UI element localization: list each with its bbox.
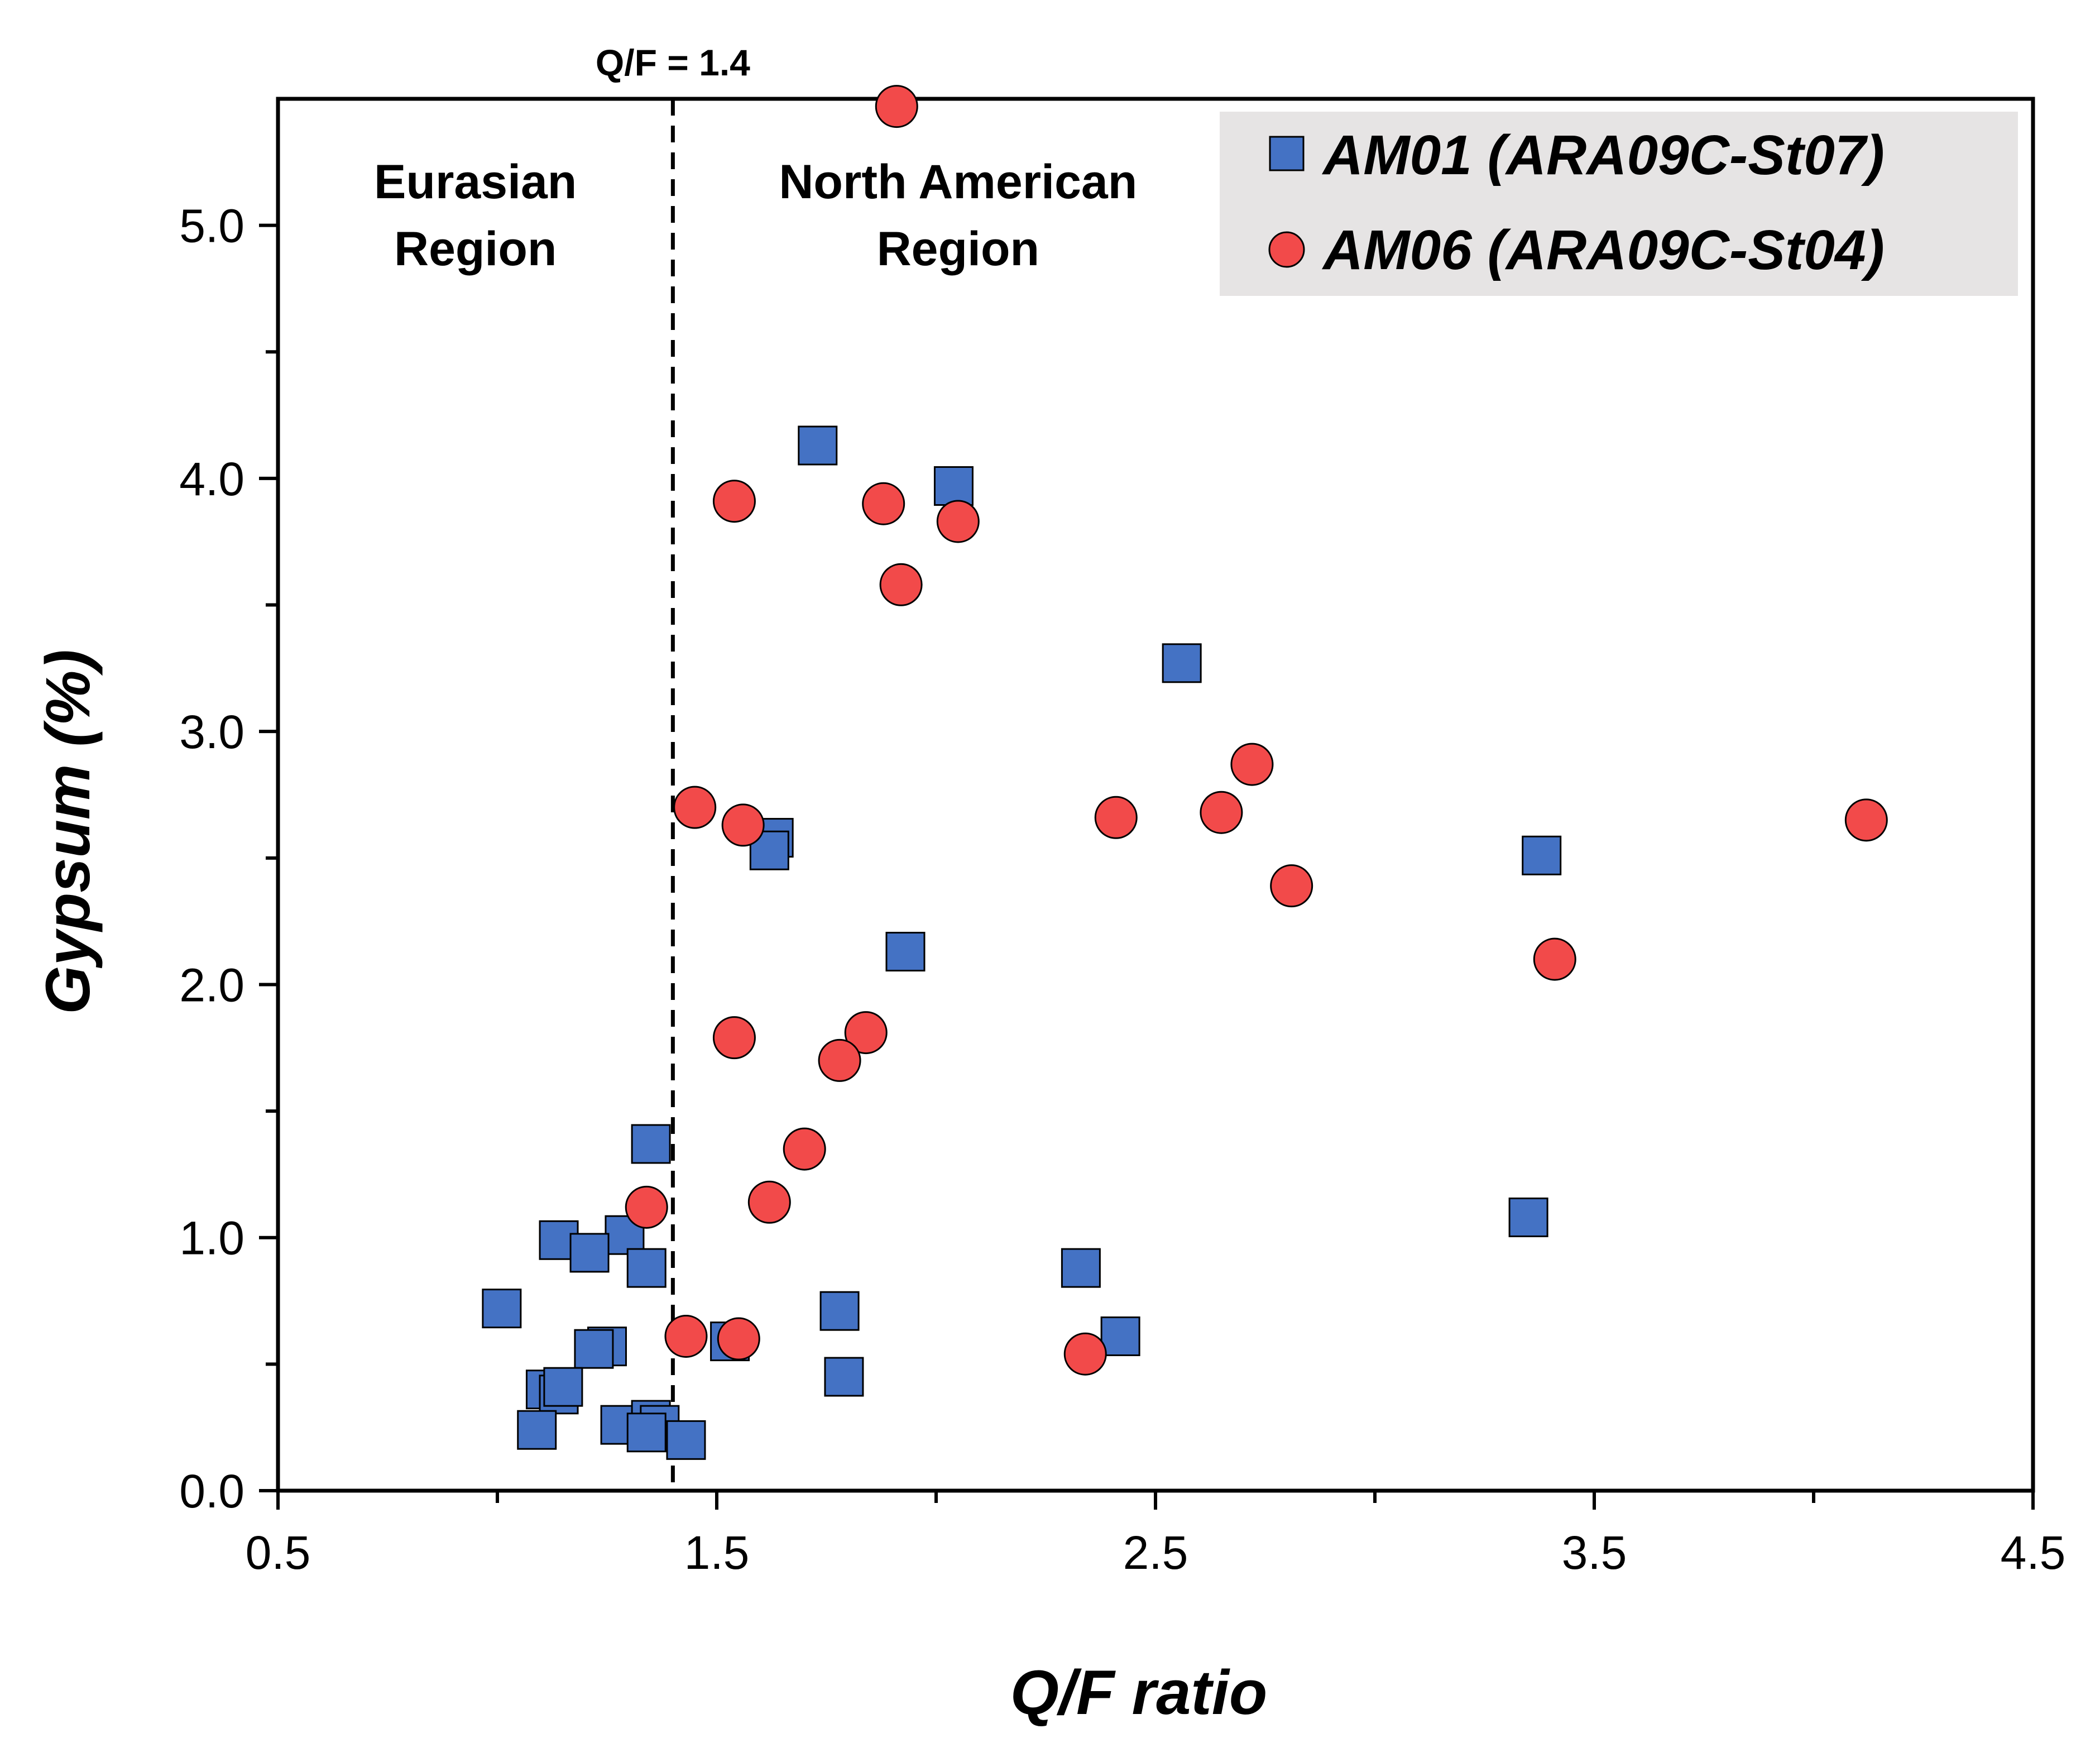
- data-point-circle: [1533, 937, 1576, 981]
- data-point-circle: [862, 482, 905, 525]
- x-axis-title: Q/F ratio: [1010, 1658, 1267, 1727]
- data-point-square: [1508, 1197, 1548, 1237]
- data-point-square: [1061, 1248, 1101, 1288]
- data-point-square: [574, 1329, 614, 1369]
- data-point-circle: [1270, 864, 1313, 908]
- data-point-circle: [625, 1185, 668, 1229]
- data-point-circle: [721, 803, 765, 847]
- data-point-circle: [1094, 796, 1138, 839]
- data-point-square: [798, 425, 838, 466]
- region-label-line2: Region: [394, 222, 557, 276]
- y-tick-label: 3.0: [179, 706, 244, 758]
- region-labels: Eurasian Region North American Region: [374, 155, 1137, 276]
- data-point-square: [1100, 1316, 1140, 1357]
- data-point-circle: [875, 85, 918, 128]
- data-point-circle: [712, 480, 756, 523]
- data-point-circle: [747, 1180, 791, 1224]
- data-point-square: [626, 1413, 667, 1453]
- data-point-circle: [783, 1127, 826, 1171]
- data-point-square: [631, 1124, 671, 1164]
- legend-square-marker: [1269, 136, 1305, 171]
- legend-label-am01: AM01 (ARA09C-St07): [1321, 124, 1885, 186]
- data-point-square: [517, 1410, 557, 1450]
- axes: 0.5 1.5 2.5 3.5 4.5 0.0 1.0 2.0 3.0 4.0 5.0: [179, 97, 2066, 1579]
- data-point-square: [543, 1367, 583, 1407]
- data-point-square: [885, 932, 926, 972]
- data-point-square: [1522, 835, 1562, 875]
- data-point-square: [824, 1357, 864, 1397]
- data-point-square: [1162, 643, 1202, 683]
- legend-circle-marker: [1268, 231, 1305, 268]
- y-tick-label: 2.0: [179, 959, 244, 1011]
- reference-line-label: Q/F = 1.4: [596, 42, 750, 83]
- data-point-circle: [712, 1016, 756, 1060]
- data-point-circle: [818, 1038, 861, 1082]
- x-tick-label: 4.5: [2001, 1526, 2066, 1579]
- data-point-circle: [844, 1011, 888, 1055]
- legend-label-am06: AM06 (ARA09C-St04): [1321, 219, 1885, 281]
- data-point-circle: [664, 1315, 708, 1358]
- y-tick-label: 1.0: [179, 1212, 244, 1265]
- y-axis-title: Gypsum (%): [33, 649, 103, 1014]
- region-label-line2: Region: [877, 222, 1039, 276]
- data-point-square: [819, 1291, 860, 1331]
- data-point-circle: [1230, 743, 1274, 786]
- data-point-circle: [1200, 791, 1243, 834]
- x-tick-label: 2.5: [1123, 1526, 1188, 1579]
- data-point-square: [569, 1233, 610, 1273]
- data-point-circle: [936, 500, 980, 543]
- y-tick-label: 5.0: [179, 200, 244, 252]
- region-label-line1: Eurasian: [374, 155, 577, 209]
- data-point-circle: [1844, 798, 1888, 842]
- data-point-circle: [717, 1317, 760, 1361]
- data-point-square: [482, 1289, 522, 1329]
- data-points: [482, 85, 1888, 1460]
- x-tick-label: 0.5: [246, 1526, 311, 1579]
- data-point-square: [666, 1420, 706, 1460]
- data-point-square: [933, 466, 974, 506]
- y-tick-label: 4.0: [179, 453, 244, 505]
- y-tick-label: 0.0: [179, 1465, 244, 1517]
- x-tick-label: 1.5: [684, 1526, 750, 1579]
- data-point-square: [626, 1248, 667, 1288]
- data-point-circle: [1063, 1332, 1107, 1376]
- region-label-line1: North American: [779, 155, 1137, 209]
- data-point-circle: [879, 563, 923, 606]
- legend: AM01 (ARA09C-St07) AM06 (ARA09C-St04): [1220, 112, 2018, 296]
- x-tick-label: 3.5: [1562, 1526, 1627, 1579]
- data-point-circle: [673, 786, 717, 829]
- legend-background: [1220, 112, 2018, 296]
